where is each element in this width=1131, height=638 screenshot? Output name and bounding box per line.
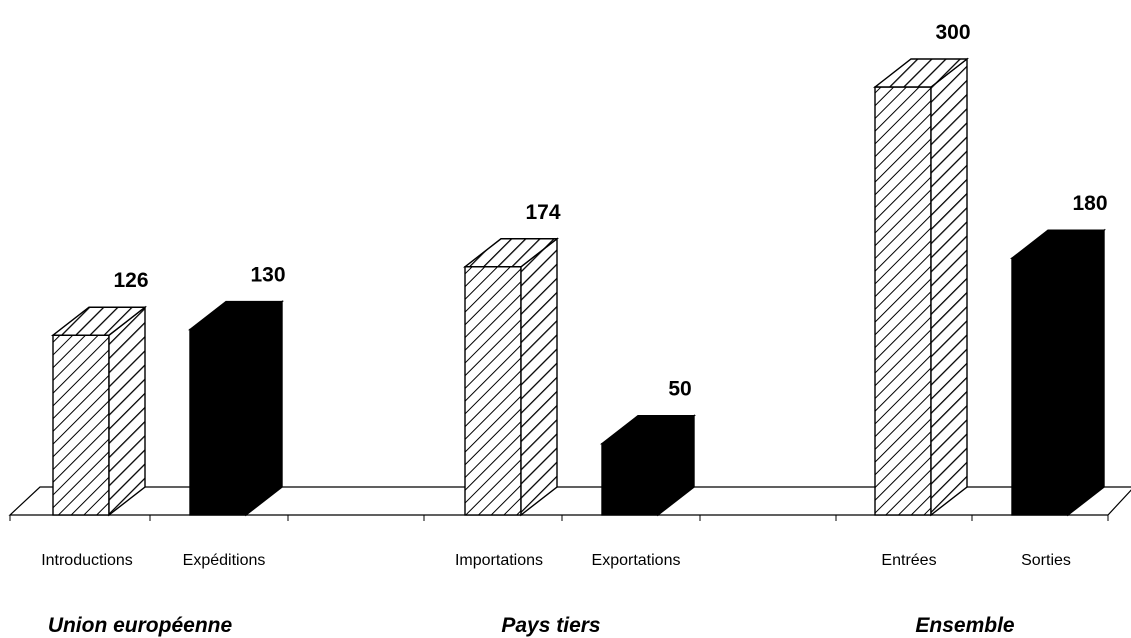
group-label: Union européenne	[48, 614, 233, 637]
bar-side-face	[245, 300, 283, 517]
bar-side-face	[930, 57, 968, 517]
bar-front-face	[189, 328, 247, 516]
bar-importations	[462, 237, 560, 517]
bar-value-label: 174	[525, 201, 560, 224]
bar-sorties	[1009, 228, 1107, 517]
bar-value-label: 126	[113, 269, 148, 292]
bar-top-face	[872, 58, 970, 88]
chart-floor	[8, 486, 1131, 521]
bar-front-face	[52, 334, 110, 516]
category-label: Sorties	[1021, 552, 1071, 569]
bar-value-label: 130	[250, 264, 285, 287]
category-label: Introductions	[41, 552, 133, 569]
bar-introductions	[50, 305, 148, 517]
bar-top-face	[1009, 229, 1107, 259]
bar-top-face	[462, 238, 560, 268]
bar-top-face	[187, 300, 285, 331]
bar-value-label: 180	[1072, 192, 1107, 215]
bar-entrées	[872, 57, 970, 517]
floor-plane	[8, 486, 1131, 516]
bar-side-face	[108, 305, 146, 517]
bar-top-face	[599, 414, 697, 445]
bar-top-face	[50, 306, 148, 336]
group-label: Ensemble	[915, 614, 1015, 637]
bar-expéditions	[187, 300, 285, 517]
bar-value-label: 300	[935, 21, 970, 44]
bar-side-face	[1067, 228, 1105, 517]
labels-layer: 126 Introductions 130 Expéditions Union euro…	[41, 21, 1107, 637]
bar-front-face	[1011, 257, 1069, 516]
bar-exportations	[599, 414, 697, 517]
bar-value-label: 50	[668, 378, 691, 401]
bar-front-face	[601, 442, 659, 516]
bars-layer	[50, 57, 1107, 517]
category-label: Expéditions	[183, 552, 266, 569]
bar-front-face	[874, 86, 932, 516]
bar-front-face	[464, 266, 522, 516]
category-label: Entrées	[881, 552, 936, 569]
category-label: Importations	[455, 552, 543, 569]
group-label: Pays tiers	[501, 614, 600, 637]
category-label: Exportations	[592, 552, 681, 569]
bar-side-face	[520, 237, 558, 517]
